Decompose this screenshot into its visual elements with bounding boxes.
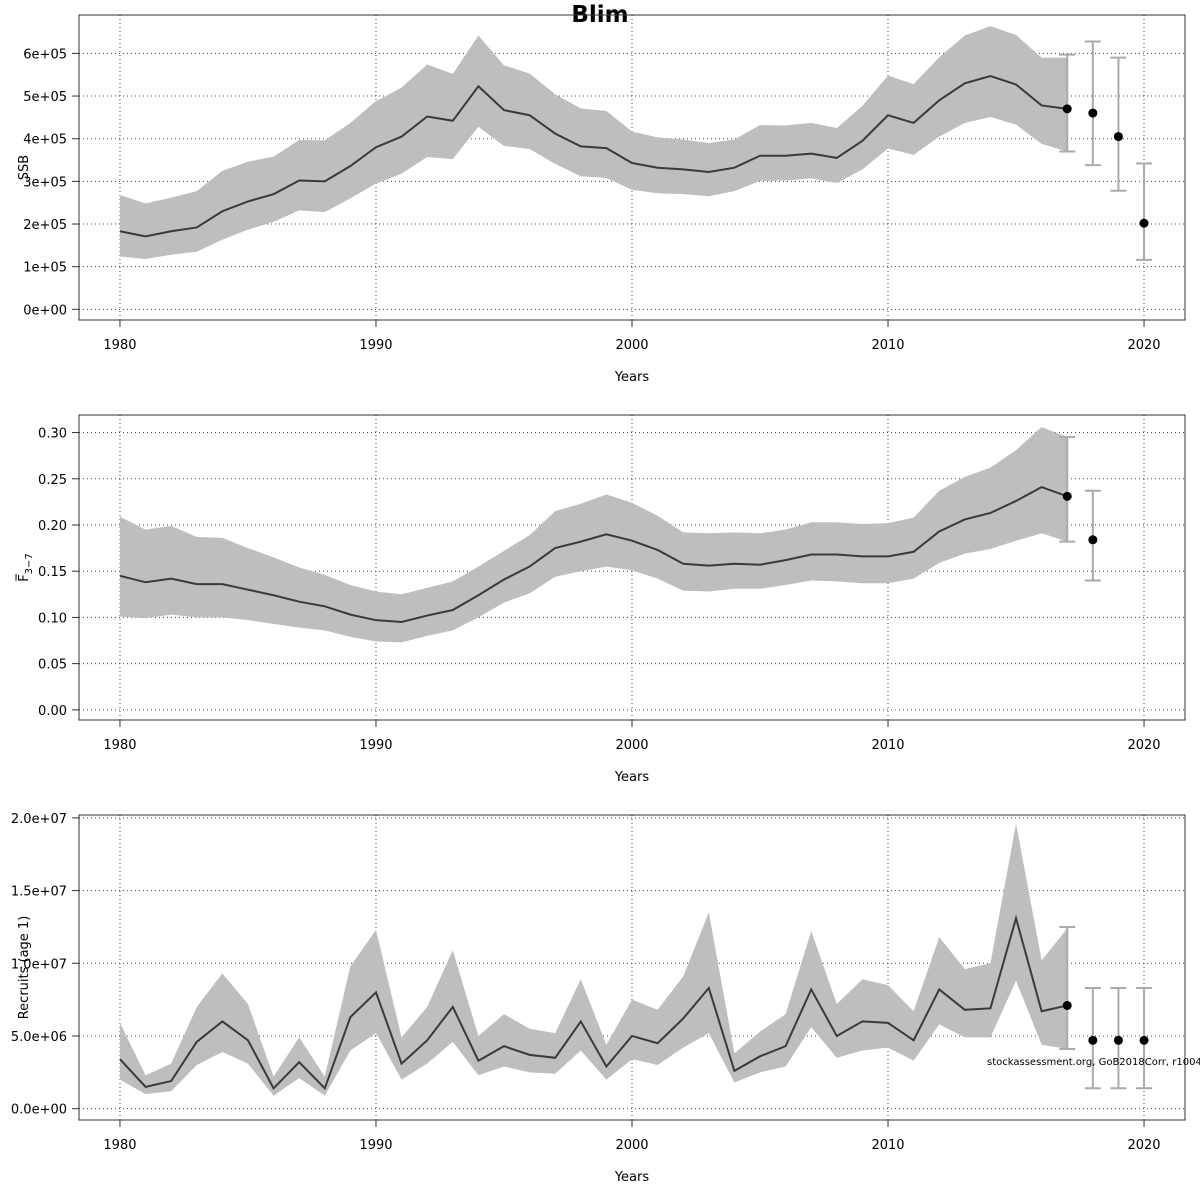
x-tick-label: 2020 bbox=[1127, 738, 1160, 753]
estimate-line bbox=[119, 74, 1068, 238]
y-tick-label: 0.20 bbox=[38, 519, 67, 534]
projection-point bbox=[1139, 218, 1149, 228]
y-tick-label: 0.30 bbox=[38, 427, 67, 442]
x-tick-label: 2010 bbox=[871, 738, 904, 753]
projection-point bbox=[1088, 1035, 1098, 1045]
projection-point bbox=[1113, 132, 1123, 142]
x-tick-label: 2020 bbox=[1127, 1138, 1160, 1153]
x-tick-label: 2010 bbox=[871, 338, 904, 353]
y-tick-label: 2e+05 bbox=[23, 218, 67, 233]
confidence-band bbox=[119, 823, 1068, 1096]
projection-point bbox=[1062, 104, 1072, 114]
x-axis-label: Years bbox=[614, 770, 650, 785]
x-tick-label: 1980 bbox=[103, 338, 136, 353]
y-tick-label: 0.25 bbox=[38, 473, 67, 488]
y-tick-label: 5.0e+06 bbox=[11, 1030, 67, 1045]
x-axis-label: Years bbox=[614, 370, 650, 385]
projection-point bbox=[1088, 535, 1098, 545]
panel-recruits: 1980 1990 2000 2010 2020 0.0e+00 5.0e+06 1.0e+0… bbox=[11, 812, 1186, 1185]
x-tick-label: 2000 bbox=[615, 338, 648, 353]
y-tick-label: 1.0e+07 bbox=[11, 957, 67, 972]
confidence-band bbox=[119, 427, 1068, 643]
y-axis-label: SSB bbox=[17, 155, 32, 180]
y-tick-label: 0e+00 bbox=[23, 303, 67, 318]
y-tick-label: 4e+05 bbox=[23, 133, 67, 148]
y-tick-label: 0.0e+00 bbox=[11, 1103, 67, 1118]
projection-point bbox=[1088, 108, 1098, 118]
y-axis-label: Recruits (age 1) bbox=[17, 916, 32, 1020]
y-tick-label: 0.05 bbox=[38, 658, 67, 673]
projection-point bbox=[1139, 1035, 1149, 1045]
y-tick-label: 2.0e+07 bbox=[11, 812, 67, 827]
projection-point bbox=[1113, 1035, 1123, 1045]
y-tick-label: 3e+05 bbox=[23, 175, 67, 190]
panel-ssb: 1980 1990 2000 2010 2020 0e+00 1e+05 2e+05 3e+05… bbox=[17, 14, 1186, 385]
y-tick-label: 0.15 bbox=[38, 565, 67, 580]
x-tick-label: 2010 bbox=[871, 1138, 904, 1153]
x-tick-label: 1990 bbox=[359, 1138, 392, 1153]
x-tick-label: 1990 bbox=[359, 338, 392, 353]
y-axis-label: F̅3−7 bbox=[16, 553, 35, 582]
y-tick-label: 1.5e+07 bbox=[11, 885, 67, 900]
x-tick-label: 1980 bbox=[103, 1138, 136, 1153]
x-axis-label: Years bbox=[614, 1170, 650, 1185]
y-tick-label: 5e+05 bbox=[23, 90, 67, 105]
y-tick-label: 1e+05 bbox=[23, 261, 67, 276]
panel-fbar: 1980 1990 2000 2010 2020 0.00 0.05 0.10 0.15 0.20… bbox=[16, 414, 1186, 785]
x-tick-label: 1990 bbox=[359, 738, 392, 753]
projection-point bbox=[1062, 1000, 1072, 1010]
y-tick-label: 6e+05 bbox=[23, 47, 67, 62]
confidence-band bbox=[119, 26, 1068, 259]
watermark-text: stockassessment.org, GoB2018Corr, r10042 bbox=[987, 1057, 1200, 1068]
projection-point bbox=[1062, 491, 1072, 501]
y-tick-label: 0.00 bbox=[38, 704, 67, 719]
y-tick-label: 0.10 bbox=[38, 611, 67, 626]
x-tick-label: 1980 bbox=[103, 738, 136, 753]
x-tick-label: 2000 bbox=[615, 1138, 648, 1153]
estimate-line bbox=[119, 485, 1068, 624]
x-tick-label: 2000 bbox=[615, 738, 648, 753]
y-axis-label-subscript: 3−7 bbox=[24, 553, 35, 574]
estimate-line bbox=[119, 914, 1068, 1091]
x-tick-label: 2020 bbox=[1127, 338, 1160, 353]
